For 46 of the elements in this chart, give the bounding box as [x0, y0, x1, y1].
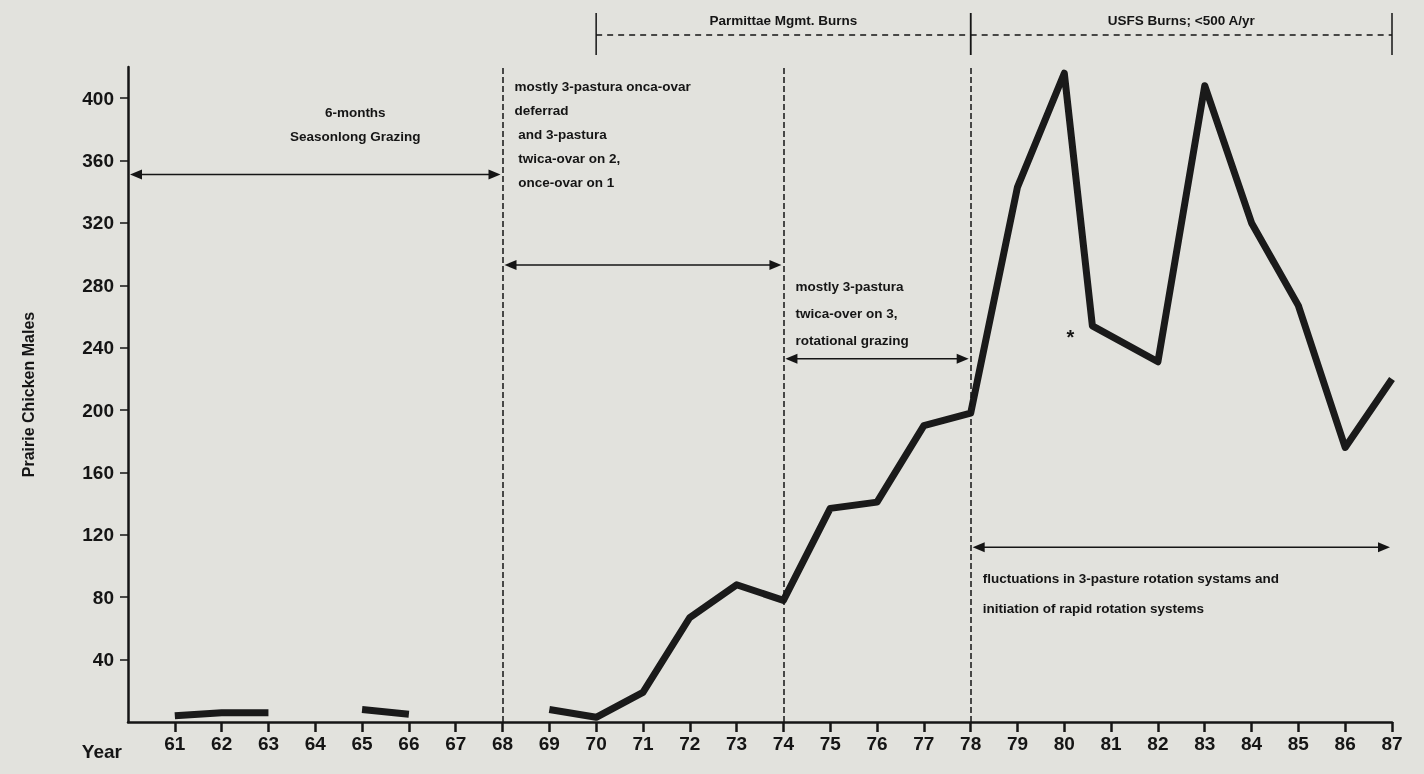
- y-tick-label: 240: [82, 337, 114, 359]
- y-tick-label: 120: [82, 524, 114, 546]
- annotation: mostly 3-pastura twica-over on 3, rotational grazing: [795, 278, 909, 348]
- x-tick-label: 65: [351, 733, 374, 754]
- annotation: fluctuations in 3-pasture rotation systams and initiation of rapid rotation systems: [982, 571, 1279, 617]
- x-tick-label: 78: [960, 733, 982, 754]
- x-tick-label: 79: [1006, 733, 1029, 754]
- y-tick-label: 320: [82, 212, 114, 234]
- x-tick-label: 84: [1240, 733, 1263, 754]
- x-tick-label: 73: [726, 733, 748, 754]
- y-tick-label: 80: [92, 586, 114, 608]
- x-tick-label: 86: [1334, 733, 1356, 754]
- x-tick-label: 80: [1053, 733, 1075, 754]
- x-tick-label: 68: [491, 733, 514, 754]
- annotation: *: [1066, 325, 1075, 348]
- x-tick-label: 69: [538, 733, 560, 754]
- x-tick-label: 81: [1100, 733, 1123, 754]
- x-tick-label: 85: [1287, 733, 1310, 754]
- x-tick-label: 70: [585, 733, 607, 754]
- annotation: 6-months Seasonlong Grazing: [289, 104, 421, 144]
- x-tick-label: 83: [1194, 733, 1216, 754]
- annotation: mostly 3-pastura onca-ovar deferrad and 3-pastura twica-ovar on 2, once-ovar on 1: [514, 79, 692, 191]
- y-tick-label: 360: [82, 150, 114, 172]
- y-tick-label: 200: [82, 399, 114, 421]
- x-tick-label: 64: [304, 733, 327, 754]
- x-tick-label: 72: [679, 733, 701, 754]
- y-tick-label: 160: [82, 461, 114, 483]
- x-tick-label: 67: [445, 733, 467, 754]
- text: Parmittae Mgmt. Burns: [709, 13, 858, 28]
- x-tick-label: 71: [632, 733, 654, 754]
- x-tick-label: 82: [1147, 733, 1169, 754]
- x-tick-label: 61: [164, 733, 186, 754]
- y-tick-label: 40: [92, 649, 114, 671]
- y-tick-label: 400: [82, 87, 114, 109]
- x-tick-label: 63: [257, 733, 280, 754]
- x-tick-label: 87: [1381, 733, 1403, 754]
- x-tick-label: 77: [913, 733, 935, 754]
- y-axis-title: Prairie Chicken Males: [19, 311, 37, 478]
- x-tick-label: 76: [866, 733, 888, 754]
- y-tick-label: 280: [82, 274, 114, 296]
- x-tick-label: 62: [211, 733, 233, 754]
- x-tick-label: 74: [772, 733, 795, 754]
- x-tick-label: 75: [819, 733, 842, 754]
- x-tick-label: 66: [398, 733, 420, 754]
- text: USFS Burns; <500 A/yr: [1107, 13, 1256, 28]
- x-axis-title: Year: [81, 741, 123, 762]
